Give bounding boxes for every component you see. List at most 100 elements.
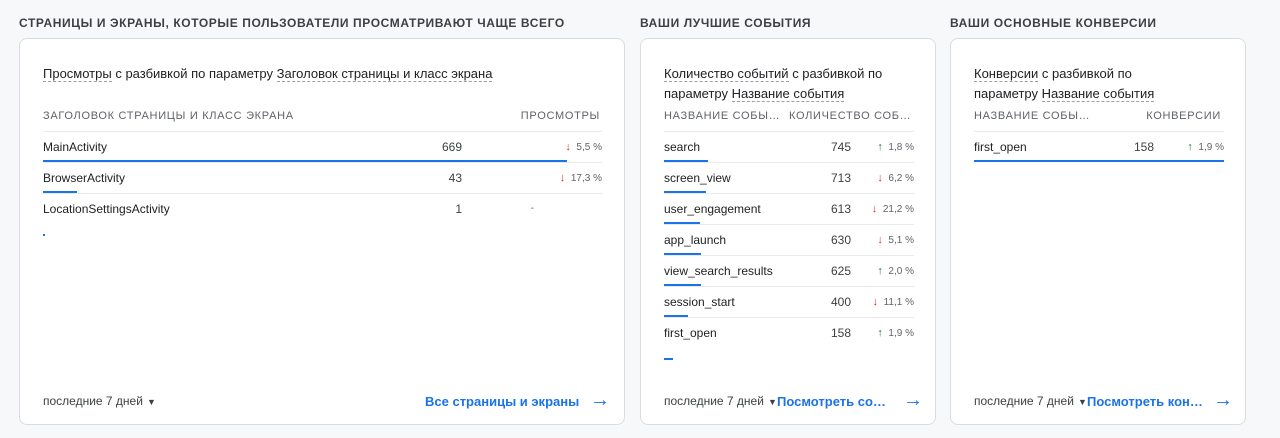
row-name: MainActivity (43, 140, 108, 154)
period-label: последние 7 дней (974, 394, 1074, 408)
table-row[interactable]: screen_view 713 ↓ 6,2 % (664, 162, 914, 193)
arrow-down-icon: ↓ (565, 141, 571, 153)
row-name: LocationSettingsActivity (43, 202, 170, 216)
col-header-dimension: НАЗВАНИЕ СОБЫ… (974, 110, 1091, 122)
col-header-dimension: НАЗВАНИЕ СОБЫ… (664, 110, 781, 122)
metric-link[interactable]: Конверсии (974, 66, 1039, 82)
table-row[interactable]: LocationSettingsActivity 1 - (43, 193, 602, 236)
header-text-2: параметру (974, 86, 1042, 101)
conversions-card: Конверсии с разбивкой по параметру Назва… (950, 38, 1246, 425)
row-change: ↓ 5,1 % (877, 234, 914, 246)
row-change: ↑ 1,8 % (877, 141, 914, 153)
all-pages-link[interactable]: Все страницы и экраны (425, 394, 580, 409)
dimension-link[interactable]: Название события (731, 86, 845, 102)
arrow-up-icon: ↑ (877, 141, 883, 153)
row-bar (664, 160, 708, 162)
period-selector[interactable]: последние 7 дней ▼ (974, 394, 1087, 408)
row-value: 400 (830, 295, 851, 309)
period-label: последние 7 дней (43, 394, 143, 408)
row-change: ↑ 1,9 % (1187, 141, 1224, 153)
row-bar (664, 284, 701, 286)
table-row[interactable]: user_engagement 613 ↓ 21,2 % (664, 193, 914, 224)
col-header-metric: КОЛИЧЕСТВО СОБ… (789, 110, 912, 122)
row-value: 669 (441, 140, 462, 154)
dimension-link[interactable]: Заголовок страницы и класс экрана (276, 66, 493, 82)
row-change-value: 11,1 % (883, 297, 914, 308)
view-events-link[interactable]: Посмотреть со… (777, 394, 886, 409)
table-row[interactable]: MainActivity 669 ↓ 5,5 % (43, 131, 602, 162)
row-name: search (664, 140, 701, 154)
caret-down-icon: ▼ (1077, 397, 1087, 407)
row-bar (974, 160, 1224, 162)
col-header-metric: КОНВЕРСИИ (1146, 110, 1221, 122)
pages-card: Просмотры с разбивкой по параметру Загол… (19, 38, 625, 425)
table-row[interactable]: first_open 158 ↑ 1,9 % (974, 131, 1224, 162)
arrow-right-icon[interactable]: → (590, 389, 610, 411)
row-change-value: - (530, 203, 534, 214)
arrow-down-icon: ↓ (559, 172, 566, 184)
row-value: 1 (455, 202, 462, 216)
row-change: ↓ 17,3 % (560, 172, 602, 184)
row-value: 625 (830, 264, 851, 278)
row-name: first_open (664, 326, 717, 340)
arrow-right-icon[interactable]: → (1213, 389, 1233, 411)
arrow-down-icon: ↓ (877, 172, 883, 184)
row-bar (664, 358, 673, 360)
row-change-value: 1,9 % (888, 328, 914, 339)
arrow-down-icon: ↓ (871, 203, 878, 215)
table-row[interactable]: search 745 ↑ 1,8 % (664, 131, 914, 162)
row-value: 630 (830, 233, 851, 247)
table-row[interactable]: view_search_results 625 ↑ 2,0 % (664, 255, 914, 286)
conversions-card-header: Конверсии с разбивкой по параметру Назва… (974, 64, 1234, 104)
arrow-up-icon: ↑ (877, 327, 883, 339)
row-name: screen_view (664, 171, 731, 185)
table-row[interactable]: first_open 158 ↑ 1,9 % (664, 317, 914, 360)
arrow-down-icon: ↓ (877, 234, 883, 246)
arrow-up-icon: ↑ (877, 265, 883, 277)
row-change: ↓ 6,2 % (877, 172, 914, 184)
events-card: Количество событий с разбивкой по параме… (640, 38, 936, 425)
row-change-value: 6,2 % (888, 173, 914, 184)
view-conversions-link[interactable]: Посмотреть кон… (1087, 394, 1203, 409)
row-name: first_open (974, 140, 1027, 154)
row-bar (664, 253, 701, 255)
arrow-up-icon: ↑ (1187, 141, 1193, 153)
pages-card-header: Просмотры с разбивкой по параметру Загол… (43, 64, 493, 84)
row-bar (664, 191, 706, 193)
row-change: - (531, 203, 534, 214)
row-name: view_search_results (664, 264, 773, 278)
caret-down-icon: ▼ (146, 397, 156, 407)
period-selector[interactable]: последние 7 дней ▼ (43, 394, 156, 408)
row-change-value: 2,0 % (888, 266, 914, 277)
row-bar (43, 234, 45, 236)
events-card-header: Количество событий с разбивкой по параме… (664, 64, 924, 104)
col-header-dimension: ЗАГОЛОВОК СТРАНИЦЫ И КЛАСС ЭКРАНА (43, 110, 294, 122)
pages-section-title: СТРАНИЦЫ И ЭКРАНЫ, КОТОРЫЕ ПОЛЬЗОВАТЕЛИ … (19, 16, 565, 30)
row-change-value: 1,9 % (1198, 142, 1224, 153)
table-row[interactable]: session_start 400 ↓ 11,1 % (664, 286, 914, 317)
row-change: ↑ 2,0 % (877, 265, 914, 277)
row-bar (43, 160, 567, 162)
dimension-link[interactable]: Название события (1041, 86, 1155, 102)
row-value: 745 (830, 140, 851, 154)
row-bar (664, 315, 688, 317)
row-change: ↑ 1,9 % (877, 327, 914, 339)
row-change-value: 21,2 % (882, 204, 914, 215)
row-bar (43, 191, 77, 193)
conversions-section-title: ВАШИ ОСНОВНЫЕ КОНВЕРСИИ (950, 16, 1157, 30)
metric-link[interactable]: Количество событий (664, 66, 789, 82)
metric-link[interactable]: Просмотры (43, 66, 112, 82)
table-row[interactable]: app_launch 630 ↓ 5,1 % (664, 224, 914, 255)
table-row[interactable]: BrowserActivity 43 ↓ 17,3 % (43, 162, 602, 193)
row-value: 713 (830, 171, 851, 185)
col-header-metric: ПРОСМОТРЫ (520, 110, 600, 122)
row-value: 158 (1133, 140, 1154, 154)
row-change-value: 5,5 % (576, 142, 602, 153)
arrow-right-icon[interactable]: → (903, 389, 923, 411)
row-change: ↓ 21,2 % (872, 203, 914, 215)
row-value: 613 (830, 202, 851, 216)
row-change-value: 17,3 % (570, 173, 602, 184)
caret-down-icon: ▼ (767, 397, 777, 407)
period-selector[interactable]: последние 7 дней ▼ (664, 394, 777, 408)
row-bar (664, 222, 700, 224)
